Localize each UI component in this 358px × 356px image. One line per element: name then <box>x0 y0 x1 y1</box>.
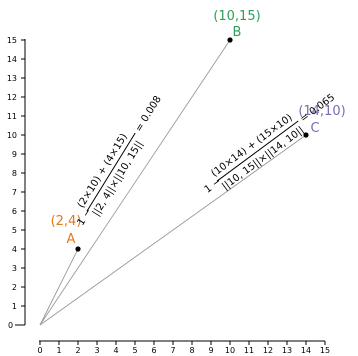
points: (2,4) A (10,15)B (14,10) C <box>51 9 346 252</box>
x-tick-label: 1 <box>56 346 61 355</box>
y-tick-label: 3 <box>12 264 17 273</box>
vectors <box>39 39 307 326</box>
point-a-marker <box>75 246 81 252</box>
x-tick-label: 9 <box>208 346 213 355</box>
axes: 0 1 2 3 4 5 6 7 8 9 10 11 12 13 14 15 12345678910111213… <box>7 36 330 355</box>
y-tick-label: 7 <box>12 188 17 197</box>
point-a-label: A <box>67 232 76 247</box>
y-tick-label: 6 <box>12 207 17 216</box>
x-tick-label: 8 <box>189 346 194 355</box>
x-tick-label: 2 <box>75 346 80 355</box>
formula-ab-result: = 0.008 <box>133 94 163 134</box>
y-tick-label: 2 <box>12 283 17 292</box>
formula-ab: 1 − (2×10) + (4×15) ||2, 4||×||10, 15|| … <box>76 94 164 228</box>
point-c-coord-label: (14,10) <box>298 104 345 119</box>
x-tick-label: 5 <box>132 346 137 355</box>
vector-a <box>39 248 79 326</box>
y-tick-label: 1 <box>12 302 17 311</box>
x-ticks: 0 1 2 3 4 5 6 7 8 9 10 11 12 13 14 15 <box>37 341 330 355</box>
vector-b <box>39 39 231 326</box>
vector-c <box>39 134 307 326</box>
y-tick-label: 13 <box>7 74 17 83</box>
point-b-marker <box>227 37 233 43</box>
y-tick-label: 14 <box>7 55 17 64</box>
formula-bc-fraction-bar <box>216 120 299 182</box>
x-tick-label: 7 <box>170 346 175 355</box>
formula-ab-fraction-bar <box>86 132 136 212</box>
point-c-label: C <box>310 121 319 136</box>
y-tick-label: 4 <box>12 245 17 254</box>
x-tick-label: 11 <box>244 346 254 355</box>
x-tick-label: 14 <box>301 346 311 355</box>
x-tick-label: 0 <box>37 346 42 355</box>
point-b-coord-label: (10,15) <box>213 9 260 24</box>
point-a-coord-label: (2,4) <box>51 214 82 229</box>
y-tick-label: 10 <box>7 131 17 140</box>
point-c-marker <box>303 132 309 138</box>
x-tick-label: 10 <box>225 346 235 355</box>
x-tick-label: 13 <box>282 346 292 355</box>
point-b-label: B <box>233 25 242 40</box>
formula-bc: 1 − (10×14) + (15×10) ||10, 15||×||14, 1… <box>203 92 338 196</box>
x-tick-label: 15 <box>320 346 330 355</box>
y-tick-label: 8 <box>12 169 17 178</box>
x-tick-label: 12 <box>263 346 273 355</box>
y-tick-label: 9 <box>12 150 17 159</box>
y-tick-label: 12 <box>7 93 17 102</box>
x-tick-label: 6 <box>151 346 156 355</box>
x-tick-label: 3 <box>94 346 99 355</box>
y-tick-label: 11 <box>7 112 17 121</box>
y-zero-label: 0 <box>8 321 13 330</box>
x-tick-label: 4 <box>113 346 118 355</box>
y-tick-label: 5 <box>12 226 17 235</box>
y-tick-label: 15 <box>7 36 17 45</box>
